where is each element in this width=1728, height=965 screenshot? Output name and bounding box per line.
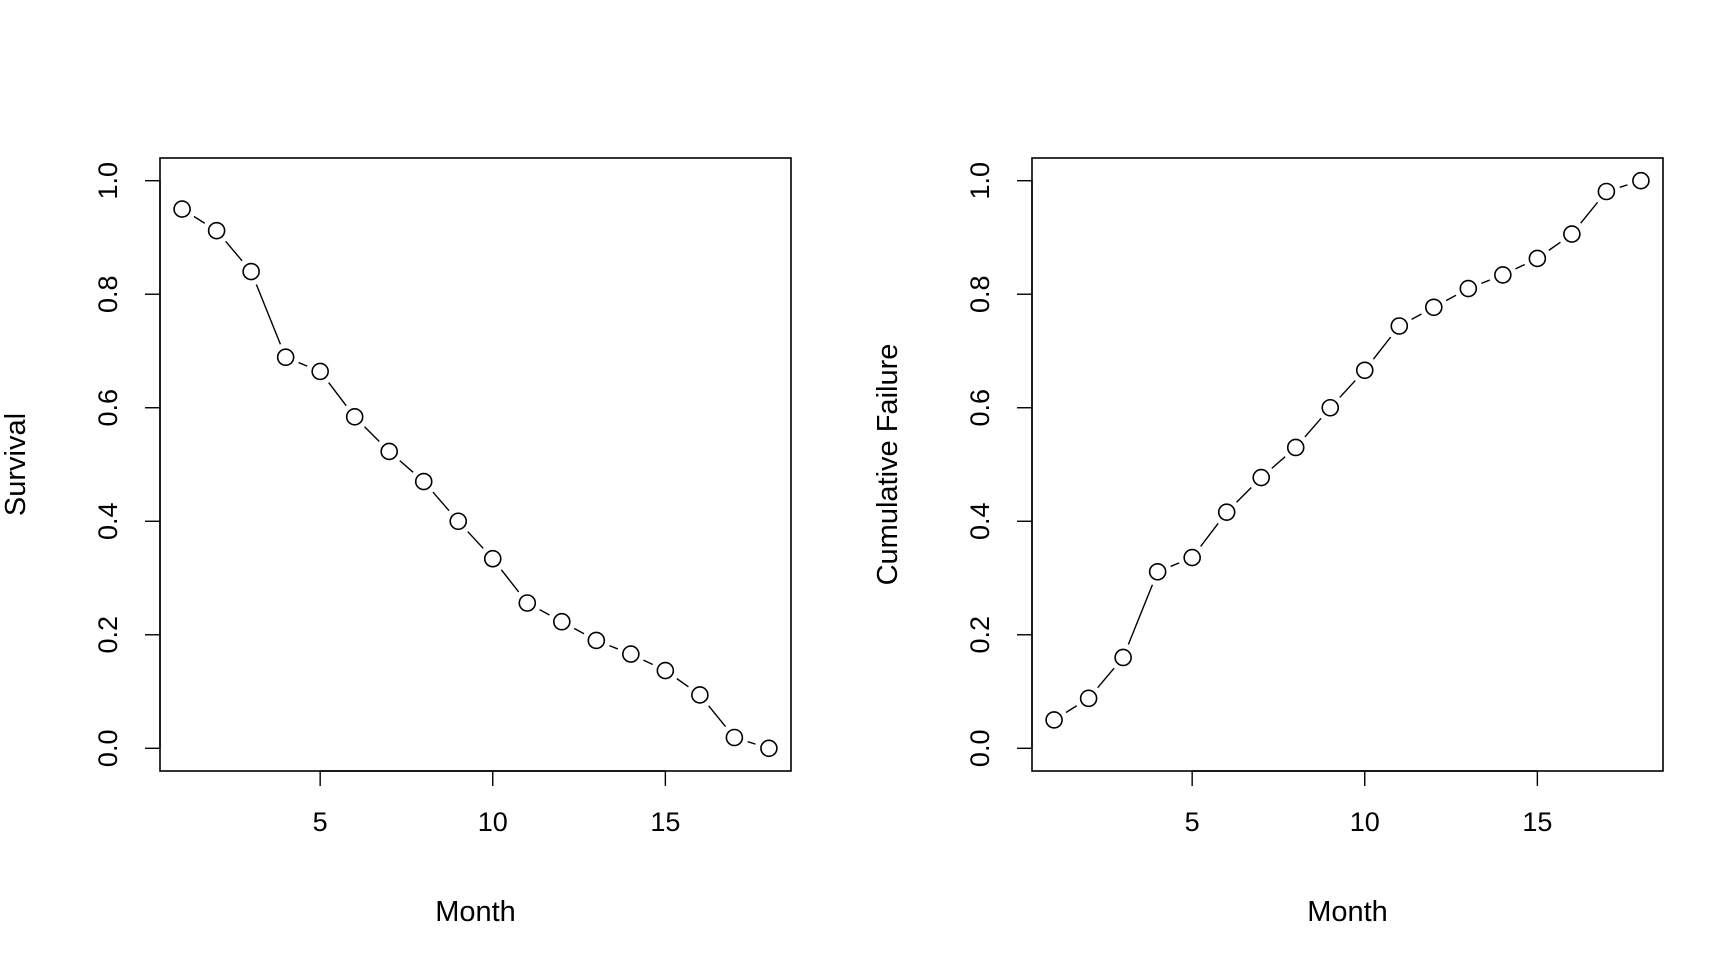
panel2-data-point — [1563, 225, 1581, 243]
panel2-chart: 5 10 15 0.0 0.2 0.4 0.6 0.8 1.0 Month Cumulative F… — [872, 157, 1664, 928]
panel1-series-segment — [643, 659, 654, 666]
panel2-series-segment — [1304, 417, 1322, 438]
panel1-data-point — [518, 594, 537, 612]
panel1-y-tick-label: 0.8 — [93, 275, 123, 313]
panel2-series-segment — [1065, 705, 1078, 714]
panel2-y-tick-label: 0.8 — [965, 275, 995, 313]
panel1-y-tick-label: 0.6 — [93, 389, 123, 427]
panel1-series-segment — [676, 678, 689, 688]
panel1-series-segment — [747, 741, 756, 745]
panel2-series-segment — [1271, 456, 1286, 469]
panel2-data-point — [1286, 438, 1305, 457]
panel1-data-point — [483, 549, 502, 568]
panel2-y-axis-label: Cumulative Failure — [872, 344, 904, 586]
panel2-data-point — [1217, 503, 1236, 521]
panel1-series-segment — [432, 491, 450, 512]
panel2-series-segment — [1580, 201, 1599, 224]
panel2-data-point — [1183, 548, 1201, 567]
panel1-x-tick-label: 10 — [478, 807, 508, 837]
panel1-series-segment — [539, 609, 550, 616]
panel2-data-point — [1632, 171, 1650, 190]
panel2-series-segment — [1411, 313, 1422, 320]
panel1-series-segment — [573, 627, 585, 635]
panel2-series-segment — [1170, 562, 1180, 568]
panel1-series-segment — [298, 361, 308, 367]
panel1-series-segment — [708, 705, 727, 728]
panel2-data-point — [1321, 398, 1340, 417]
panel1-y-tick-label: 0.2 — [93, 616, 123, 654]
panel2-data-point — [1494, 266, 1512, 284]
panel2-x-axis-label: Month — [1307, 896, 1388, 928]
panel1-data-point — [173, 200, 191, 218]
panel1-data-point — [276, 348, 295, 367]
panel2-series-segment — [1619, 184, 1628, 188]
panel1-series-segment — [255, 284, 282, 345]
panel1-y-axis-label: Survival — [0, 413, 32, 516]
panel1-data-point — [449, 512, 468, 531]
panel1-plot-frame — [159, 157, 792, 772]
panel2-series-segment — [1548, 241, 1561, 251]
panel1-series-segment — [193, 215, 206, 224]
panel1-data-point — [242, 262, 260, 281]
panel1-data-point — [691, 686, 709, 704]
panel2-data-point — [1148, 562, 1167, 581]
panel2-data-point — [1459, 279, 1478, 298]
panel2-data-point — [1045, 711, 1063, 729]
panel1-series-segment — [500, 569, 520, 593]
panel1-x-tick-label: 5 — [313, 807, 328, 837]
panel1-data-point — [311, 362, 329, 381]
panel2-x-tick-label: 5 — [1185, 807, 1200, 837]
panel1-series-segment — [364, 426, 380, 443]
panel2-y-tick-label: 0.2 — [965, 616, 995, 654]
panel2-y-tick-label: 0.4 — [965, 502, 995, 540]
panel1-x-tick-label: 15 — [650, 807, 680, 837]
panel2-data-point — [1355, 361, 1374, 380]
panel1-series-segment — [609, 644, 619, 650]
panel2-x-tick-label: 15 — [1522, 807, 1552, 837]
panel1-data-point — [207, 221, 226, 240]
panel2-x-tick-label: 10 — [1350, 807, 1380, 837]
panel2-y-tick-label: 0.0 — [965, 730, 995, 768]
panel2-series-segment — [1515, 263, 1526, 270]
panel2-data-point — [1528, 249, 1547, 268]
panel1-data-point — [552, 612, 571, 631]
panel1-series-segment — [328, 382, 347, 407]
panel1-data-point — [345, 408, 364, 426]
panel2-series-segment — [1097, 667, 1115, 689]
panel2-series-segment — [1236, 486, 1252, 503]
panel1-y-tick-label: 0.4 — [93, 502, 123, 540]
panel2-series-segment — [1339, 380, 1356, 398]
panel1-data-point — [622, 645, 640, 663]
panel1-data-point — [656, 661, 675, 680]
panel2-data-point — [1114, 648, 1132, 667]
panel1-data-point — [587, 631, 606, 650]
panel1-y-tick-label: 1.0 — [93, 162, 123, 200]
panel1-series-segment — [225, 240, 243, 262]
panel1-y-tick-label: 0.0 — [93, 730, 123, 768]
panel2-series-segment — [1481, 279, 1491, 285]
panel2-series-segment — [1372, 336, 1392, 360]
panel2-data-point — [1390, 317, 1409, 335]
panel1-data-point — [725, 728, 744, 747]
panel1-x-axis-label: Month — [435, 896, 516, 928]
panel1-data-point — [414, 472, 433, 491]
panel2-data-point — [1252, 468, 1271, 487]
panel1-series-segment — [467, 531, 484, 549]
panel1-series-segment — [399, 460, 414, 473]
panel1-chart: 5 10 15 0.0 0.2 0.4 0.6 0.8 1.0 Month Survival — [0, 157, 792, 928]
panel1-data-point — [380, 442, 399, 461]
panel2-y-tick-label: 1.0 — [965, 162, 995, 200]
panel2-data-point — [1079, 689, 1098, 708]
panel1-data-point — [760, 739, 778, 758]
panel2-data-point — [1597, 182, 1616, 201]
panel2-series-segment — [1200, 522, 1219, 547]
panel2-plot-frame — [1031, 157, 1664, 772]
panel2-series-segment — [1127, 584, 1154, 645]
panel2-data-point — [1424, 298, 1443, 317]
panel2-series-segment — [1445, 294, 1457, 302]
panel2-y-tick-label: 0.6 — [965, 389, 995, 427]
